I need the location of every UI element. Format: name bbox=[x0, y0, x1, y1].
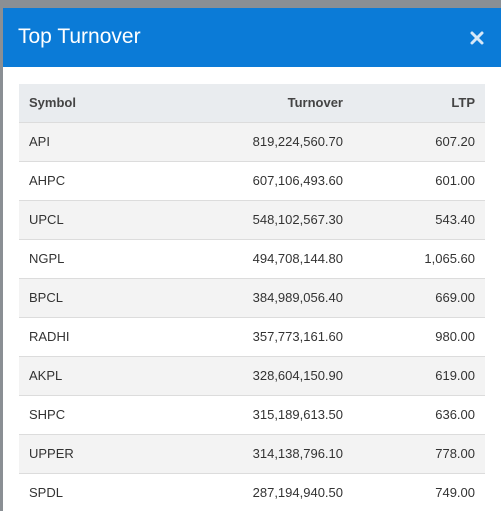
table-cell: SPDL bbox=[29, 485, 63, 500]
modal-header: Top Turnover bbox=[3, 8, 501, 67]
table-header-row: Symbol Turnover LTP bbox=[19, 84, 485, 123]
table-cell: 1,065.60 bbox=[424, 251, 475, 266]
table-cell: 749.00 bbox=[435, 485, 475, 500]
table-row: AHPC 607,106,493.60 601.00 bbox=[19, 162, 485, 201]
table-cell: 601.00 bbox=[435, 173, 475, 188]
table-cell: 357,773,161.60 bbox=[252, 329, 343, 344]
modal: Top Turnover Symbol Turnover LTP API 819,224… bbox=[3, 8, 501, 511]
table-row: RADHI 357,773,161.60 980.00 bbox=[19, 318, 485, 357]
table-cell: AHPC bbox=[29, 173, 66, 188]
table-cell: 328,604,150.90 bbox=[252, 368, 343, 383]
modal-title: Top Turnover bbox=[18, 25, 141, 48]
table-cell: 980.00 bbox=[435, 329, 475, 344]
table-cell: 669.00 bbox=[435, 290, 475, 305]
table-cell: SHPC bbox=[29, 407, 66, 422]
table-row: NGPL 494,708,144.80 1,065.60 bbox=[19, 240, 485, 279]
table-cell: RADHI bbox=[29, 329, 70, 344]
table-cell: 636.00 bbox=[435, 407, 475, 422]
table-cell: 607,106,493.60 bbox=[252, 173, 343, 188]
table-cell: UPCL bbox=[29, 212, 64, 227]
table-cell: 778.00 bbox=[435, 446, 475, 461]
table-row: UPCL 548,102,567.30 543.40 bbox=[19, 201, 485, 240]
table-row: UPPER 314,138,796.10 778.00 bbox=[19, 435, 485, 474]
table-cell: 315,189,613.50 bbox=[252, 407, 343, 422]
table-row: SHPC 315,189,613.50 636.00 bbox=[19, 396, 485, 435]
table-row: SPDL 287,194,940.50 749.00 bbox=[19, 474, 485, 511]
column-header: LTP bbox=[451, 95, 475, 110]
table-cell: 543.40 bbox=[435, 212, 475, 227]
column-header: Turnover bbox=[287, 95, 343, 110]
table: Symbol Turnover LTP API 819,224,560.70 607.20… bbox=[19, 84, 485, 511]
table-cell: 314,138,796.10 bbox=[252, 446, 343, 461]
table-cell: 819,224,560.70 bbox=[252, 134, 343, 149]
table-cell: NGPL bbox=[29, 251, 65, 266]
close-button[interactable] bbox=[469, 30, 485, 46]
table-cell: API bbox=[29, 134, 50, 149]
table-cell: 384,989,056.40 bbox=[252, 290, 343, 305]
table-cell: UPPER bbox=[29, 446, 74, 461]
table-cell: BPCL bbox=[29, 290, 63, 305]
table-cell: 494,708,144.80 bbox=[252, 251, 343, 266]
table-cell: 607.20 bbox=[435, 134, 475, 149]
table-cell: 548,102,567.30 bbox=[252, 212, 343, 227]
table-row: API 819,224,560.70 607.20 bbox=[19, 123, 485, 162]
column-header: Symbol bbox=[29, 95, 76, 110]
table-cell: AKPL bbox=[29, 368, 63, 383]
table-row: BPCL 384,989,056.40 669.00 bbox=[19, 279, 485, 318]
table-row: AKPL 328,604,150.90 619.00 bbox=[19, 357, 485, 396]
table-cell: 287,194,940.50 bbox=[252, 485, 343, 500]
table-cell: 619.00 bbox=[435, 368, 475, 383]
